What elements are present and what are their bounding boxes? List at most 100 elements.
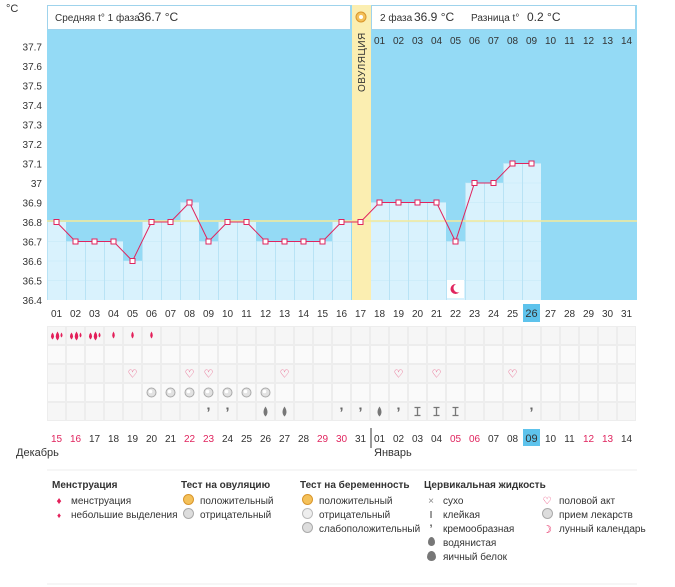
legend-mucus-eggwhite: яичный белок — [424, 550, 546, 564]
cycle-day-label: 01 — [51, 309, 63, 320]
temperature-point — [262, 238, 269, 245]
cycle-day-label: 22 — [450, 309, 462, 320]
grid-cell — [408, 364, 427, 383]
phase2-day-label: 08 — [507, 36, 519, 47]
y-tick-label: 36.9 — [23, 199, 43, 210]
grid-cell — [560, 402, 579, 421]
grid-cell — [142, 402, 161, 421]
legend-label: сухо — [443, 495, 464, 507]
grid-cell — [142, 345, 161, 364]
y-tick-label: 36.4 — [23, 296, 43, 307]
cycle-day-label: 30 — [602, 309, 614, 320]
grid-cell — [484, 326, 503, 345]
test-negative-highlight — [167, 389, 172, 394]
date-label: 26 — [260, 434, 272, 445]
grid-cell — [47, 345, 66, 364]
legend-label: небольшие выделения — [71, 509, 178, 521]
grid-cell — [503, 402, 522, 421]
grid-cell — [104, 345, 123, 364]
grid-cell — [408, 345, 427, 364]
heart-icon: ♡ — [128, 369, 138, 381]
temperature-point — [281, 238, 288, 245]
legend-pregnancy-weak: слабоположительный — [300, 522, 420, 536]
grid-cell — [370, 326, 389, 345]
drop-icon: ♦ — [56, 510, 62, 520]
temperature-bar — [180, 202, 199, 300]
temperature-point — [148, 219, 155, 225]
legend-mucus-watery: водянистая — [424, 536, 546, 550]
cycle-day-label: 13 — [279, 309, 291, 320]
grid-cell — [123, 383, 142, 402]
grid-cell — [66, 345, 85, 364]
grid-cell — [541, 326, 560, 345]
grid-cell — [579, 345, 598, 364]
temperature-point — [224, 219, 231, 225]
heart-icon: ♡ — [432, 369, 442, 381]
grid-cell — [541, 364, 560, 383]
grid-cell — [370, 345, 389, 364]
legend-ovulation-test: Тест на овуляцию положительный отрицател… — [181, 480, 273, 522]
grid-cell — [503, 345, 522, 364]
phase2-day-label: 05 — [450, 36, 462, 47]
y-axis: 37.7 37.6 37.5 37.4 37.3 37.2 37.1 37 36.9 36.8 36… — [23, 43, 43, 308]
grid-cell — [180, 364, 199, 383]
grid-cell — [66, 383, 85, 402]
cycle-day-label: 24 — [488, 309, 500, 320]
grid-cell — [560, 326, 579, 345]
legend-label: половой акт — [559, 495, 616, 507]
date-label: 09 — [525, 433, 537, 445]
grid-cell — [522, 402, 541, 421]
legend-spotting-item: ♦ небольшие выделения — [52, 508, 178, 522]
spotting-drop-icon — [112, 331, 115, 339]
legend-mucus-title: Цервикальная жидкость — [424, 480, 546, 491]
y-tick-label: 37.1 — [23, 160, 43, 171]
temperature-point — [53, 219, 60, 225]
creamy-icon: ’ — [529, 405, 533, 422]
grid-cell — [408, 383, 427, 402]
cycle-day-label: 08 — [184, 309, 196, 320]
grid-cell — [484, 383, 503, 402]
cross-icon: × — [428, 495, 434, 507]
cycle-day-label: 09 — [203, 309, 215, 320]
creamy-icon: ’ — [206, 405, 210, 422]
grid-cell — [389, 345, 408, 364]
y-tick-label: 37.6 — [23, 62, 43, 73]
legend-pregnancy-positive: положительный — [300, 494, 420, 508]
legend-label: прием лекарств — [559, 509, 633, 521]
legend-label: лунный календарь — [559, 523, 646, 535]
test-positive-icon — [181, 494, 195, 508]
grid-cell — [351, 402, 370, 421]
date-label: 05 — [450, 434, 462, 445]
grid-cell — [408, 326, 427, 345]
temperature-bar — [66, 241, 85, 300]
date-label: 24 — [222, 434, 234, 445]
grid-cell — [256, 345, 275, 364]
grid-cell — [313, 345, 332, 364]
grid-cell — [294, 345, 313, 364]
temperature-points — [53, 160, 535, 264]
y-tick-label: 37.2 — [23, 140, 43, 151]
cycle-day-label: 10 — [222, 309, 234, 320]
phase2-label: 2 фаза — [380, 12, 413, 24]
grid-cell — [617, 326, 636, 345]
month-january: Январь — [374, 447, 412, 459]
heart-icon: ♡ — [394, 369, 404, 381]
grid-cell — [389, 364, 408, 383]
temperature-bar — [199, 241, 218, 300]
moon-icon — [447, 280, 464, 298]
grid-cell — [199, 345, 218, 364]
sticky-icon — [452, 406, 459, 417]
legend-label: менструация — [71, 495, 132, 507]
date-label: 28 — [298, 434, 310, 445]
grid-cell — [465, 402, 484, 421]
grid-cell — [484, 364, 503, 383]
date-label: 20 — [146, 434, 158, 445]
temperature-point — [376, 199, 383, 206]
legend-label: кремообразная — [443, 523, 515, 535]
grid-cell — [427, 383, 446, 402]
grid-cell — [199, 364, 218, 383]
heart-icon: ♡ — [204, 369, 214, 381]
cycle-day-label: 05 — [127, 309, 139, 320]
y-tick-label: 36.5 — [23, 277, 43, 288]
